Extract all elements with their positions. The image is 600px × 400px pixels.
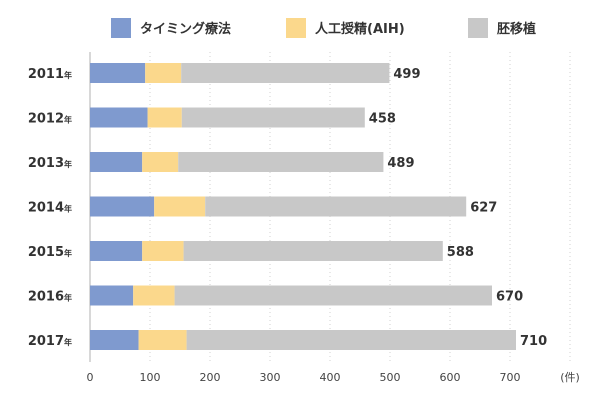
category-suffix: 年	[64, 70, 72, 80]
x-tick-label: 0	[87, 371, 94, 384]
category-label: 2016年	[28, 290, 72, 305]
category-year: 2012	[28, 112, 64, 127]
x-tick-label: 600	[440, 371, 461, 384]
bar-segment	[186, 330, 516, 350]
category-year: 2014	[28, 201, 64, 216]
bar-segment	[181, 107, 365, 128]
legend-swatch	[468, 18, 488, 38]
x-tick-label: 700	[500, 371, 521, 384]
x-tick-label: 400	[320, 371, 341, 384]
total-label: 489	[387, 156, 414, 171]
category-suffix: 年	[64, 293, 72, 303]
total-label: 458	[369, 112, 396, 127]
category-label: 2017年	[28, 334, 72, 349]
bar-segment	[90, 241, 143, 261]
legend-label: タイミング療法	[140, 21, 231, 37]
bar-segment	[142, 152, 179, 172]
bar-segment	[90, 285, 134, 306]
category-year: 2013	[28, 156, 64, 171]
bar-segment	[90, 63, 146, 83]
legend-label: 人工授精(AIH)	[315, 21, 405, 37]
category-year: 2017	[28, 334, 64, 349]
x-tick-label: 200	[200, 371, 221, 384]
category-year: 2016	[28, 290, 64, 305]
category-suffix: 年	[64, 248, 72, 258]
x-unit-label: (件)	[560, 371, 580, 384]
x-tick-label: 100	[140, 371, 161, 384]
category-year: 2015	[28, 245, 64, 260]
category-year: 2011	[28, 67, 64, 82]
bar-segment	[178, 152, 384, 172]
total-label: 588	[447, 245, 474, 260]
bar-segment	[154, 196, 206, 217]
category-label: 2014年	[28, 201, 72, 216]
bar-segment	[90, 152, 143, 172]
legend-swatch	[286, 18, 306, 38]
bar-segment	[90, 196, 155, 217]
x-axis: 0 100 200 300 400 500 600 700 (件)	[87, 371, 580, 384]
total-label: 710	[520, 334, 547, 349]
x-tick-label: 300	[260, 371, 281, 384]
category-label: 2012年	[28, 112, 72, 127]
bar-segment	[90, 107, 148, 128]
bar-segment	[174, 285, 492, 306]
total-label: 670	[496, 290, 523, 305]
bar-segment	[142, 241, 184, 261]
bars	[90, 63, 516, 350]
bar-segment	[205, 196, 467, 217]
bar-segment	[145, 63, 182, 83]
bar-segment	[133, 285, 175, 306]
category-suffix: 年	[64, 337, 72, 347]
bar-segment	[183, 241, 443, 261]
bar-segment	[147, 107, 182, 128]
total-labels: 499 458 489 627 588 670 710	[369, 67, 547, 349]
bar-segment	[138, 330, 187, 350]
total-label: 499	[393, 67, 420, 82]
bar-segment	[181, 63, 390, 83]
category-label: 2015年	[28, 245, 72, 260]
legend-label: 胚移植	[497, 21, 536, 37]
legend-swatch	[111, 18, 131, 38]
legend: タイミング療法 人工授精(AIH) 胚移植	[111, 18, 536, 38]
category-suffix: 年	[64, 159, 72, 169]
bar-segment	[90, 330, 139, 350]
x-tick-label: 500	[380, 371, 401, 384]
total-label: 627	[470, 201, 497, 216]
category-label: 2013年	[28, 156, 72, 171]
category-label: 2011年	[28, 67, 72, 82]
category-suffix: 年	[64, 204, 72, 214]
category-suffix: 年	[64, 115, 72, 125]
